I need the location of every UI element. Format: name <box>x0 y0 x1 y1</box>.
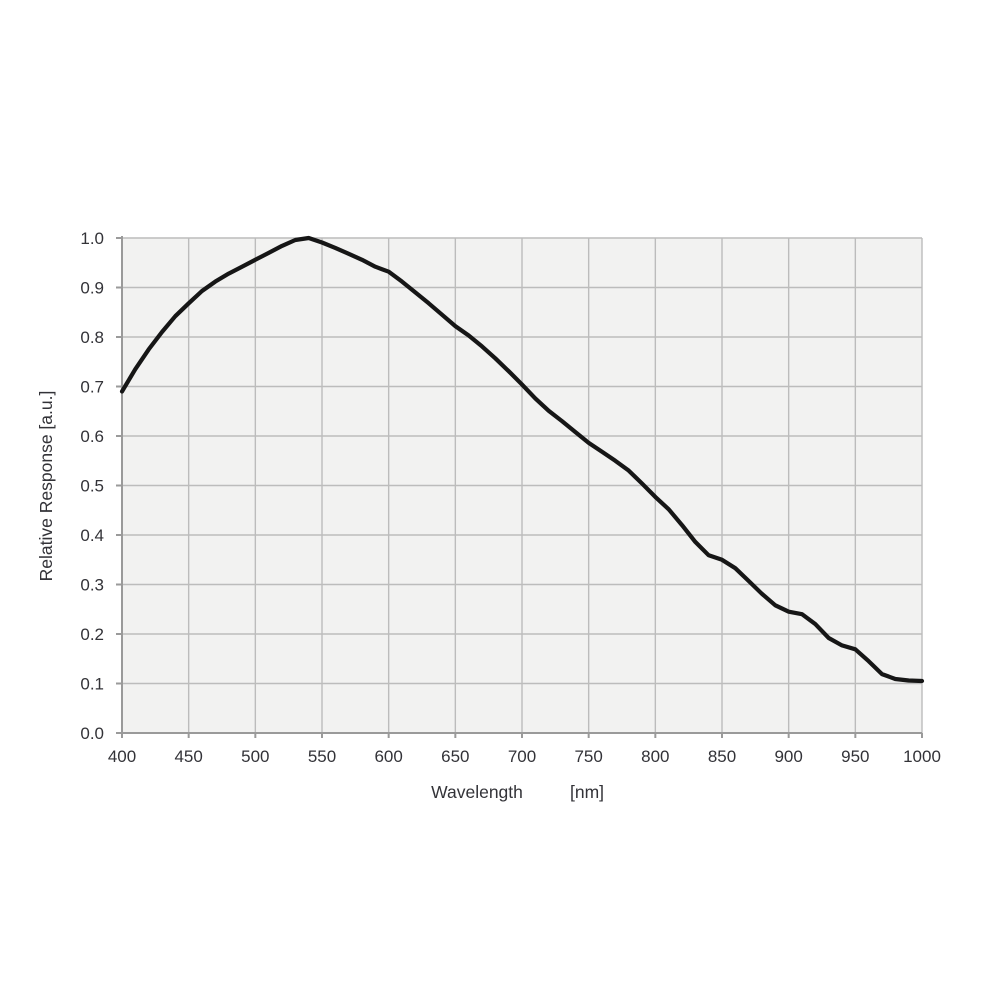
y-tick-label: 0.9 <box>80 279 104 298</box>
y-tick-label: 0.8 <box>80 328 104 347</box>
x-tick-label: 1000 <box>903 747 941 766</box>
response-curve <box>119 235 925 684</box>
y-tick-label: 0.2 <box>80 625 104 644</box>
x-tick-label: 700 <box>508 747 536 766</box>
y-tick-label: 0.7 <box>80 378 104 397</box>
y-axis-title: Relative Response [a.u.] <box>36 391 56 582</box>
x-axis-unit-label: [nm] <box>570 782 604 802</box>
x-axis-title: Wavelength <box>431 782 523 802</box>
x-tick-label: 450 <box>174 747 202 766</box>
y-tick-label: 0.5 <box>80 477 104 496</box>
x-tick-label: 550 <box>308 747 336 766</box>
x-tick-label: 900 <box>774 747 802 766</box>
y-tick-label: 0.4 <box>80 526 104 545</box>
x-tick-label: 950 <box>841 747 869 766</box>
x-tick-label: 650 <box>441 747 469 766</box>
axis-layer <box>116 236 923 738</box>
gridline-layer <box>121 237 923 734</box>
y-tick-label: 0.3 <box>80 576 104 595</box>
x-tick-label: 600 <box>374 747 402 766</box>
y-tick-label: 1.0 <box>80 229 104 248</box>
tick-label-layer: 0.0 0.1 0.2 0.3 0.4 0.5 0.6 0.7 0.8 0.9 1.0 400 450 5… <box>80 229 941 766</box>
x-tick-label: 400 <box>108 747 136 766</box>
y-tick-label: 0.1 <box>80 675 104 694</box>
y-tick-label: 0.6 <box>80 427 104 446</box>
x-tick-label: 750 <box>574 747 602 766</box>
x-tick-label: 850 <box>708 747 736 766</box>
curve-layer <box>119 235 925 684</box>
x-tick-label: 500 <box>241 747 269 766</box>
y-tick-label: 0.0 <box>80 724 104 743</box>
x-tick-label: 800 <box>641 747 669 766</box>
